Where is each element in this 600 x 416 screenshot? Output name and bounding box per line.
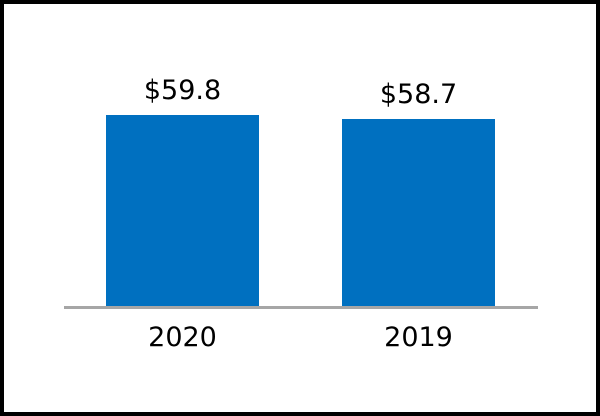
bar-group-2019: $58.7 — [342, 79, 495, 306]
data-label-2019: $58.7 — [379, 78, 458, 110]
x-tick-label-2020: 2020 — [148, 322, 217, 353]
bar-2019 — [342, 119, 495, 306]
data-label-2020: $59.8 — [143, 74, 222, 106]
bar-2020 — [106, 115, 259, 306]
bar-group-2020: $59.8 — [106, 75, 259, 306]
x-tick-label-2019: 2019 — [384, 322, 453, 353]
bar-chart-plot-area: $59.8 $58.7 2020 2019 — [4, 4, 596, 412]
x-axis-line — [64, 306, 538, 309]
